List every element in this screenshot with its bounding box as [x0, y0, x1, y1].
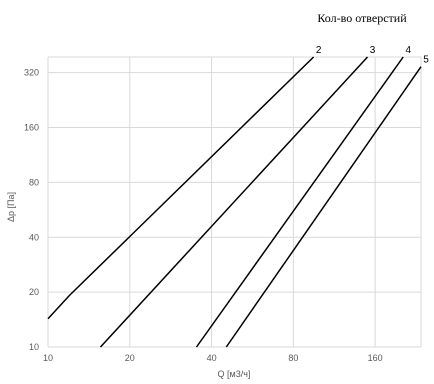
- x-tick-label: 10: [43, 353, 53, 363]
- x-tick-label: 20: [125, 353, 135, 363]
- series-line-4: [195, 56, 404, 348]
- y-tick-label: 40: [29, 232, 39, 242]
- y-tick-label: 160: [24, 123, 39, 133]
- series-lines: [47, 56, 422, 348]
- series-label-3: 3: [370, 45, 376, 56]
- series-label-2: 2: [316, 45, 322, 56]
- series-label-5: 5: [423, 55, 429, 66]
- x-tick-label: 160: [368, 353, 383, 363]
- series-line-3: [99, 56, 369, 348]
- series-label-4: 4: [405, 45, 411, 56]
- legend-title: Кол-во отверстий: [317, 11, 407, 25]
- tick-labels: 10 20 40 80 160 10 20 40 80 160 320: [24, 68, 383, 363]
- series-labels: 2 3 4 5: [316, 45, 429, 66]
- y-axis-label: Δp [Па]: [6, 192, 16, 222]
- x-axis-label: Q [м3/ч]: [218, 369, 251, 379]
- x-tick-label: 80: [288, 353, 298, 363]
- y-tick-label: 20: [29, 287, 39, 297]
- y-tick-label: 80: [29, 177, 39, 187]
- y-tick-label: 10: [29, 342, 39, 352]
- series-line-2: [47, 56, 315, 320]
- series-line-5: [225, 66, 422, 348]
- x-tick-label: 40: [207, 353, 217, 363]
- y-tick-label: 320: [24, 68, 39, 78]
- grid: [47, 56, 422, 348]
